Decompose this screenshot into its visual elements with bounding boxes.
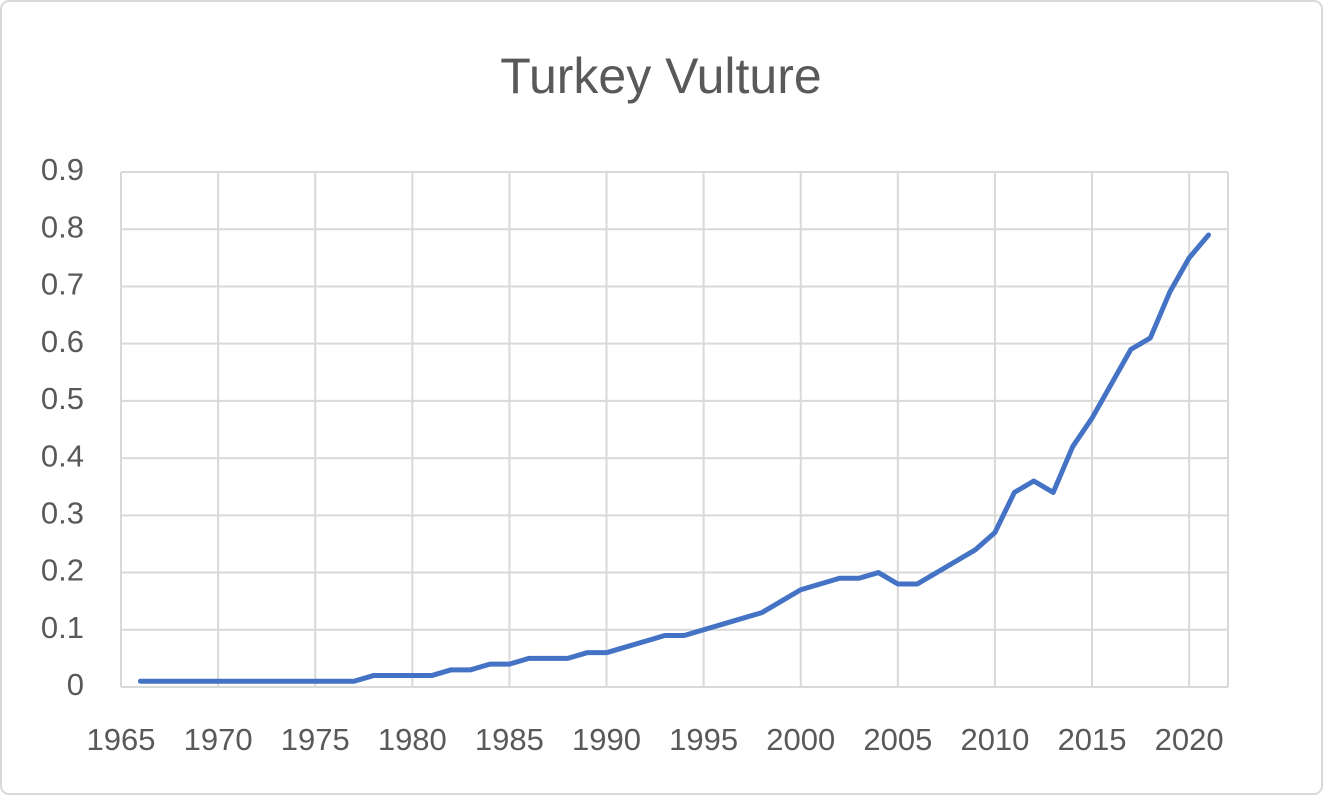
y-tick-label: 0.1 <box>41 610 84 645</box>
x-tick-label: 1965 <box>87 722 156 757</box>
y-tick-label: 0 <box>67 667 84 702</box>
chart-title: Turkey Vulture <box>500 48 821 104</box>
x-tick-label: 2010 <box>960 722 1029 757</box>
y-tick-label: 0.5 <box>41 381 84 416</box>
y-tick-label: 0.7 <box>41 267 84 302</box>
x-tick-label: 2005 <box>863 722 932 757</box>
x-tick-label: 2000 <box>766 722 835 757</box>
x-tick-label: 1975 <box>281 722 350 757</box>
x-tick-label: 2020 <box>1155 722 1224 757</box>
y-tick-label: 0.2 <box>41 553 84 588</box>
data-line <box>137 232 1212 684</box>
y-tick-label: 0.9 <box>41 152 84 187</box>
y-tick-label: 0.4 <box>41 438 84 473</box>
x-tick-label: 1995 <box>669 722 738 757</box>
y-tick-label: 0.8 <box>41 209 84 244</box>
y-tick-label: 0.6 <box>41 324 84 359</box>
x-tick-label: 1970 <box>184 722 253 757</box>
y-tick-label: 0.3 <box>41 496 84 531</box>
x-tick-label: 1990 <box>572 722 641 757</box>
x-tick-label: 2015 <box>1058 722 1127 757</box>
x-tick-label: 1980 <box>378 722 447 757</box>
x-tick-label: 1985 <box>475 722 544 757</box>
